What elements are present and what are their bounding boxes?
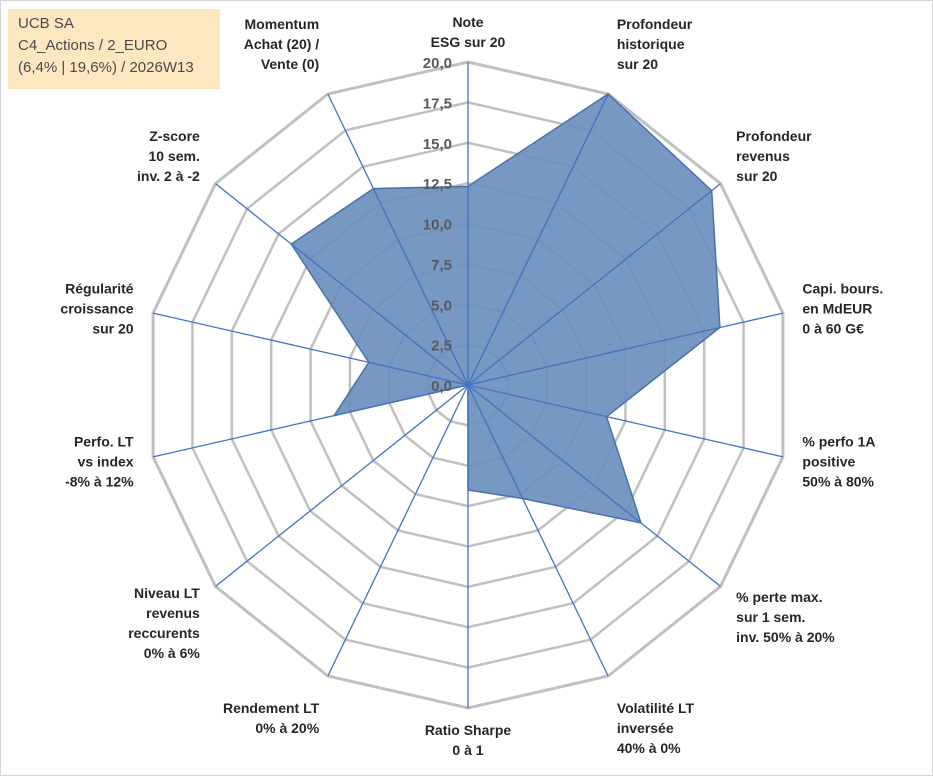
tick-label: 12,5 [423, 176, 452, 193]
info-period: (6,4% | 19,6%) / 2026W13 [18, 59, 194, 76]
tick-label: 17,5 [423, 95, 452, 112]
axis-label: Ratio Sharpe 0 à 1 [425, 722, 512, 758]
tick-layer: 0,0 2,5 5,0 7,5 10,0 12,5 15,0 17,5 20,0 [423, 55, 452, 395]
axis-label: Régularité croissance sur 20 [60, 281, 133, 337]
tick-label: 7,5 [431, 257, 452, 274]
axis-label: Perfo. LT vs index -8% à 12% [65, 433, 134, 489]
axis-spoke [327, 384, 469, 677]
axis-spoke [152, 312, 469, 386]
axis-label: Z-score 10 sem. inv. 2 à -2 [137, 128, 200, 184]
tick-label: 15,0 [423, 136, 452, 153]
axis-label: Capi. bours. en MdEUR 0 à 60 G€ [802, 281, 883, 337]
axis-label: Note ESG sur 20 [431, 14, 506, 50]
axis-spoke [467, 384, 784, 458]
axis-label: Momentum Achat (20) / Vente (0) [244, 16, 320, 72]
axis-label: % perfo 1A positive 50% à 80% [802, 433, 875, 489]
axis-label: Volatilité LT inversée 40% à 0% [617, 700, 695, 756]
axis-spoke [215, 183, 469, 386]
axis-spoke [467, 312, 784, 386]
axis-spoke [467, 93, 609, 386]
axis-label: Profondeur revenus sur 20 [736, 128, 812, 184]
tick-label: 20,0 [423, 55, 452, 72]
axis-spoke [327, 93, 469, 386]
axis-label: Rendement LT 0% à 20% [223, 700, 320, 736]
axis-label: % perte max. sur 1 sem. inv. 50% à 20% [736, 589, 835, 645]
info-box: UCB SA C4_Actions / 2_EURO (6,4% | 19,6%… [8, 9, 220, 89]
info-category: C4_Actions / 2_EURO [18, 37, 168, 54]
info-company: UCB SA [18, 15, 74, 32]
spoke-layer [152, 62, 784, 708]
axis-label: Niveau LT revenus reccurents 0% à 6% [128, 585, 200, 661]
axis-label: Profondeur historique sur 20 [617, 16, 693, 72]
axis-spoke [215, 384, 469, 587]
axis-label-layer: Note ESG sur 20 Profondeur historique sur 20… [60, 14, 883, 758]
axis-spoke [467, 384, 609, 677]
tick-label: 10,0 [423, 217, 452, 234]
axis-spoke [467, 183, 721, 386]
axis-spoke [467, 384, 721, 587]
tick-label: 2,5 [431, 338, 452, 355]
tick-label: 0,0 [431, 378, 452, 395]
tick-label: 5,0 [431, 297, 452, 314]
axis-spoke [152, 384, 469, 458]
